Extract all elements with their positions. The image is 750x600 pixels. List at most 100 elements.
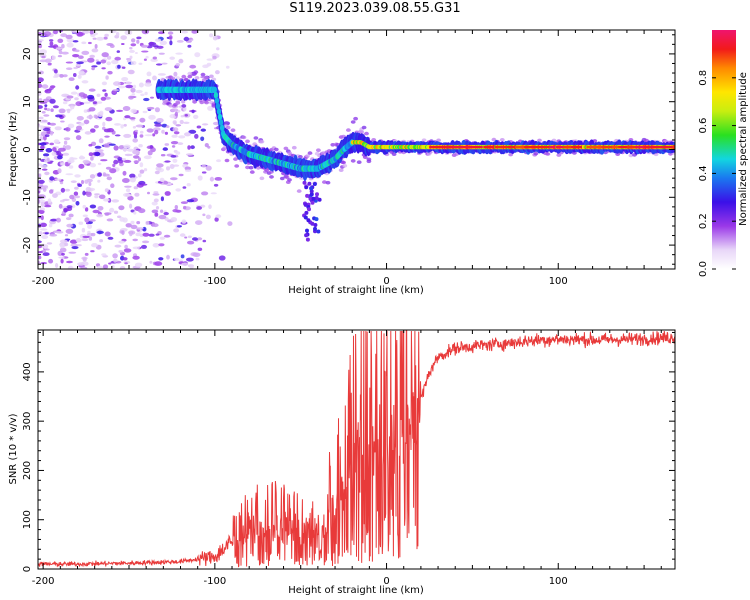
noise-blob: [136, 221, 141, 225]
noise-blob: [127, 194, 132, 197]
noise-blob: [49, 39, 54, 42]
noise-blob: [44, 104, 48, 107]
noise-blob: [97, 111, 104, 117]
noise-blob: [46, 157, 50, 161]
noise-blob: [204, 143, 209, 148]
ridge-haze: [225, 125, 231, 130]
ridge-haze: [175, 100, 181, 104]
noise-blob: [144, 91, 148, 96]
noise-blob: [142, 240, 150, 244]
noise-blob: [59, 181, 64, 185]
noise-blob: [82, 190, 86, 196]
noise-blob: [57, 168, 62, 174]
noise-blob: [172, 158, 178, 163]
noise-blob: [206, 58, 214, 61]
noise-blob: [68, 165, 74, 169]
ridge-spur: [309, 192, 314, 197]
noise-blob: [154, 261, 163, 266]
noise-blob: [158, 214, 167, 220]
noise-blob: [121, 66, 126, 69]
noise-blob: [65, 34, 73, 40]
noise-blob: [184, 236, 188, 239]
noise-blob: [139, 169, 145, 174]
noise-blob: [152, 193, 160, 196]
noise-blob: [73, 66, 78, 70]
noise-blob: [158, 52, 165, 55]
noise-blob: [96, 36, 105, 41]
noise-blob: [58, 108, 66, 114]
ridge-haze: [499, 138, 505, 142]
noise-blob: [144, 82, 152, 87]
noise-blob: [155, 166, 162, 171]
noise-blob: [89, 163, 96, 168]
colorbar-ticks: 0.0 0.2 0.4 0.6 0.8: [698, 70, 736, 277]
noise-blob: [41, 168, 48, 171]
colorbar-tick-label: 0.4: [698, 165, 709, 181]
ridge-haze: [330, 143, 336, 147]
noise-blob: [64, 234, 69, 237]
noise-blob: [131, 93, 136, 96]
noise-blob: [107, 236, 114, 240]
ridge-haze: [245, 139, 250, 144]
noise-blob: [171, 145, 176, 148]
ridge-spur: [306, 218, 311, 223]
ridge-haze: [359, 130, 365, 134]
noise-blob: [57, 38, 64, 43]
noise-blob: [66, 223, 74, 228]
noise-blob: [119, 217, 125, 222]
ridge-haze: [194, 76, 200, 80]
noise-blob: [47, 198, 52, 204]
noise-blob: [159, 40, 167, 46]
noise-blob: [49, 233, 58, 237]
noise-blob: [197, 247, 203, 251]
noise-blob: [130, 220, 135, 225]
noise-blob: [140, 44, 149, 48]
noise-blob: [153, 191, 159, 194]
noise-blob: [167, 31, 174, 35]
noise-blob: [197, 175, 203, 181]
noise-blob: [148, 41, 154, 47]
ridge-haze: [187, 74, 193, 79]
ridge-max: [660, 145, 675, 149]
ridge-haze: [325, 180, 331, 185]
noise-blob: [78, 70, 85, 75]
ridge-haze: [341, 160, 346, 165]
snr-series-line: [38, 330, 675, 568]
noise-blob: [149, 260, 153, 264]
snr-x-tick-label: 100: [549, 576, 568, 587]
noise-blob: [74, 186, 79, 190]
noise-blob: [147, 191, 150, 195]
noise-blob: [184, 132, 191, 137]
noise-blob: [97, 206, 104, 211]
ridge-max: [611, 145, 618, 149]
ridge-spur: [317, 197, 322, 202]
noise-blob: [70, 105, 75, 110]
noise-blob: [138, 208, 146, 214]
noise-blob: [76, 61, 84, 65]
noise-blob: [55, 47, 63, 50]
noise-blob: [65, 127, 71, 132]
noise-blob: [146, 106, 155, 110]
noise-blob: [146, 71, 152, 77]
noise-blob: [125, 223, 132, 228]
noise-blob: [174, 205, 178, 210]
ridge-haze: [283, 146, 289, 151]
noise-blob: [155, 38, 162, 42]
spectrogram-marks: [38, 30, 675, 269]
ridge-haze: [241, 135, 247, 140]
noise-blob: [175, 151, 181, 155]
ridge-haze: [269, 175, 274, 179]
noise-blob: [78, 122, 85, 126]
ridge-haze: [249, 170, 255, 174]
noise-blob: [152, 223, 159, 228]
noise-blob: [164, 160, 171, 163]
snr-y-tick-label: 100: [22, 510, 33, 529]
ridge-haze: [187, 71, 193, 76]
noise-blob: [87, 57, 95, 63]
noise-blob: [81, 50, 90, 56]
noise-blob: [213, 183, 219, 187]
noise-blob: [135, 89, 143, 94]
noise-blob: [96, 149, 104, 153]
noise-blob: [88, 107, 96, 112]
noise-blob: [50, 130, 54, 136]
